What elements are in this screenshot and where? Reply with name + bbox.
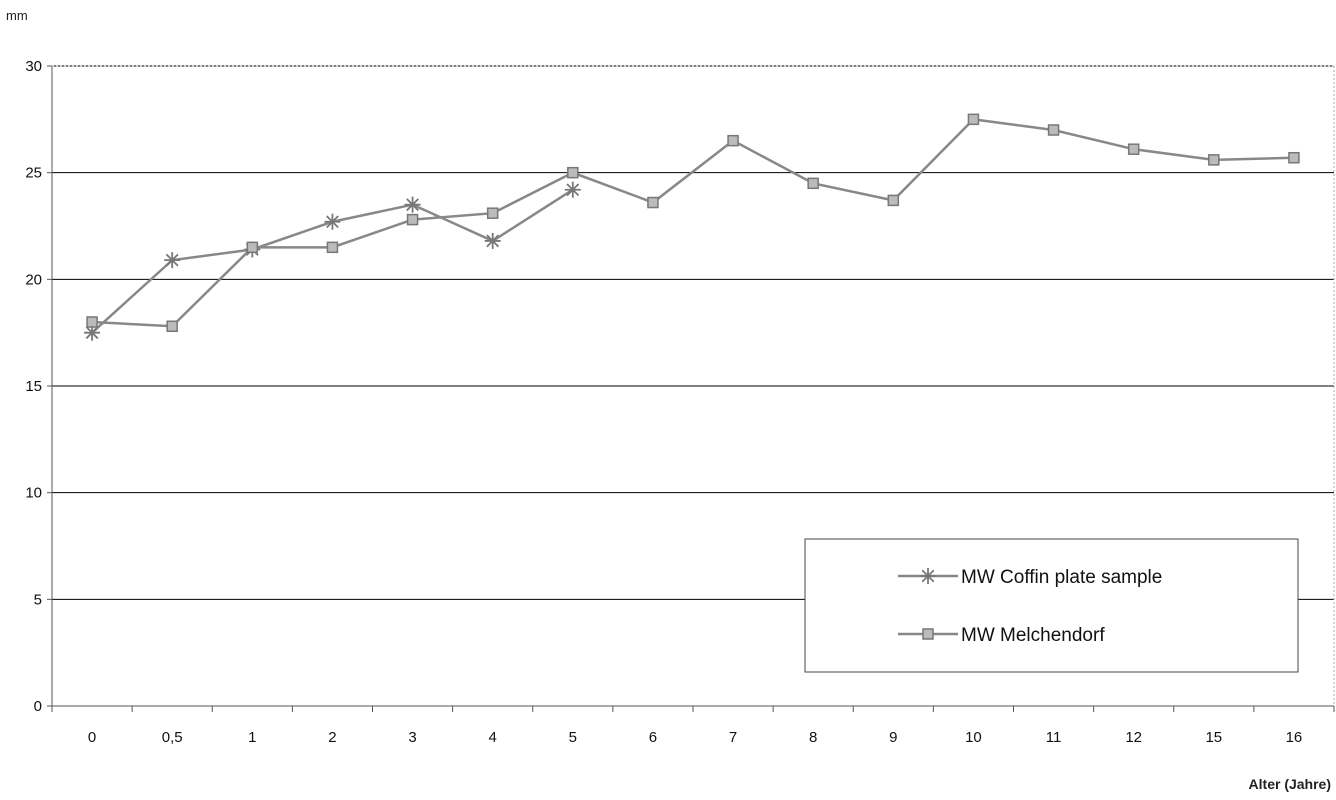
x-tick-label: 0 (88, 729, 96, 746)
asterisk-stroke (326, 215, 339, 229)
x-tick-label: 1 (248, 729, 256, 746)
data-point (967, 113, 980, 126)
asterisk-stroke (921, 569, 935, 583)
x-tick-label: 2 (328, 729, 336, 746)
x-tick-label: 11 (1046, 729, 1062, 746)
data-point (406, 213, 419, 226)
asterisk-stroke (486, 234, 500, 248)
x-tick-label: 7 (729, 729, 737, 746)
series-group (84, 113, 1300, 341)
series-line (91, 118, 1294, 328)
y-axis-ticks: 0 5 10 15 20 25 30 (25, 58, 52, 715)
x-tick-label: 0,5 (162, 729, 183, 746)
legend-box (804, 538, 1299, 673)
legend: MW Coffin plate sample MW Melchendorf (804, 538, 1299, 673)
x-tick-label: 15 (1205, 729, 1222, 746)
y-tick-label: 10 (25, 485, 42, 502)
data-point (887, 194, 900, 207)
legend-label: MW Coffin plate sample (961, 567, 1162, 588)
asterisk-stroke (566, 183, 580, 197)
x-tick-label: 5 (569, 729, 577, 746)
data-point (484, 232, 501, 249)
y-tick-label: 15 (25, 378, 42, 395)
data-point (164, 252, 181, 269)
x-tick-label: 10 (965, 729, 982, 746)
asterisk-stroke (406, 198, 419, 212)
asterisk-stroke (85, 326, 99, 340)
data-point (326, 241, 339, 254)
x-axis-ticks: 0 0,5 1 2 3 4 5 6 7 8 9 10 11 12 15 16 (51, 706, 1335, 746)
y-tick-label: 5 (34, 591, 42, 608)
series-2 (86, 113, 1300, 333)
x-axis-label: Alter (Jahre) (1249, 776, 1331, 792)
x-tick-label: 8 (809, 729, 817, 746)
y-tick-label: 30 (25, 58, 42, 75)
x-tick-label: 16 (1286, 729, 1303, 746)
data-point (166, 320, 178, 333)
x-tick-label: 3 (408, 729, 416, 746)
legend-marker (922, 628, 934, 640)
data-point (1127, 143, 1140, 155)
x-tick-label: 9 (889, 729, 897, 746)
data-point (1288, 151, 1300, 164)
legend-label: MW Melchendorf (961, 625, 1105, 646)
data-point (246, 241, 259, 254)
grid-lines (52, 65, 1334, 600)
x-tick-label: 4 (489, 729, 497, 746)
data-point (564, 181, 581, 198)
data-point (567, 166, 579, 179)
data-point (1047, 124, 1060, 136)
x-tick-label: 6 (649, 729, 657, 746)
data-point (86, 316, 98, 328)
y-axis-unit-label: mm (6, 8, 28, 23)
data-point (1208, 154, 1220, 166)
legend-marker (920, 568, 936, 584)
data-point (647, 196, 659, 209)
y-tick-label: 20 (25, 271, 42, 288)
series-line (91, 188, 574, 334)
data-point (404, 196, 421, 213)
data-point (486, 207, 499, 219)
asterisk-stroke (165, 253, 179, 267)
data-point (807, 177, 819, 190)
data-point (727, 134, 739, 147)
data-point (324, 213, 341, 230)
y-tick-label: 0 (34, 698, 42, 715)
x-tick-label: 12 (1125, 729, 1142, 746)
y-tick-label: 25 (25, 165, 42, 182)
